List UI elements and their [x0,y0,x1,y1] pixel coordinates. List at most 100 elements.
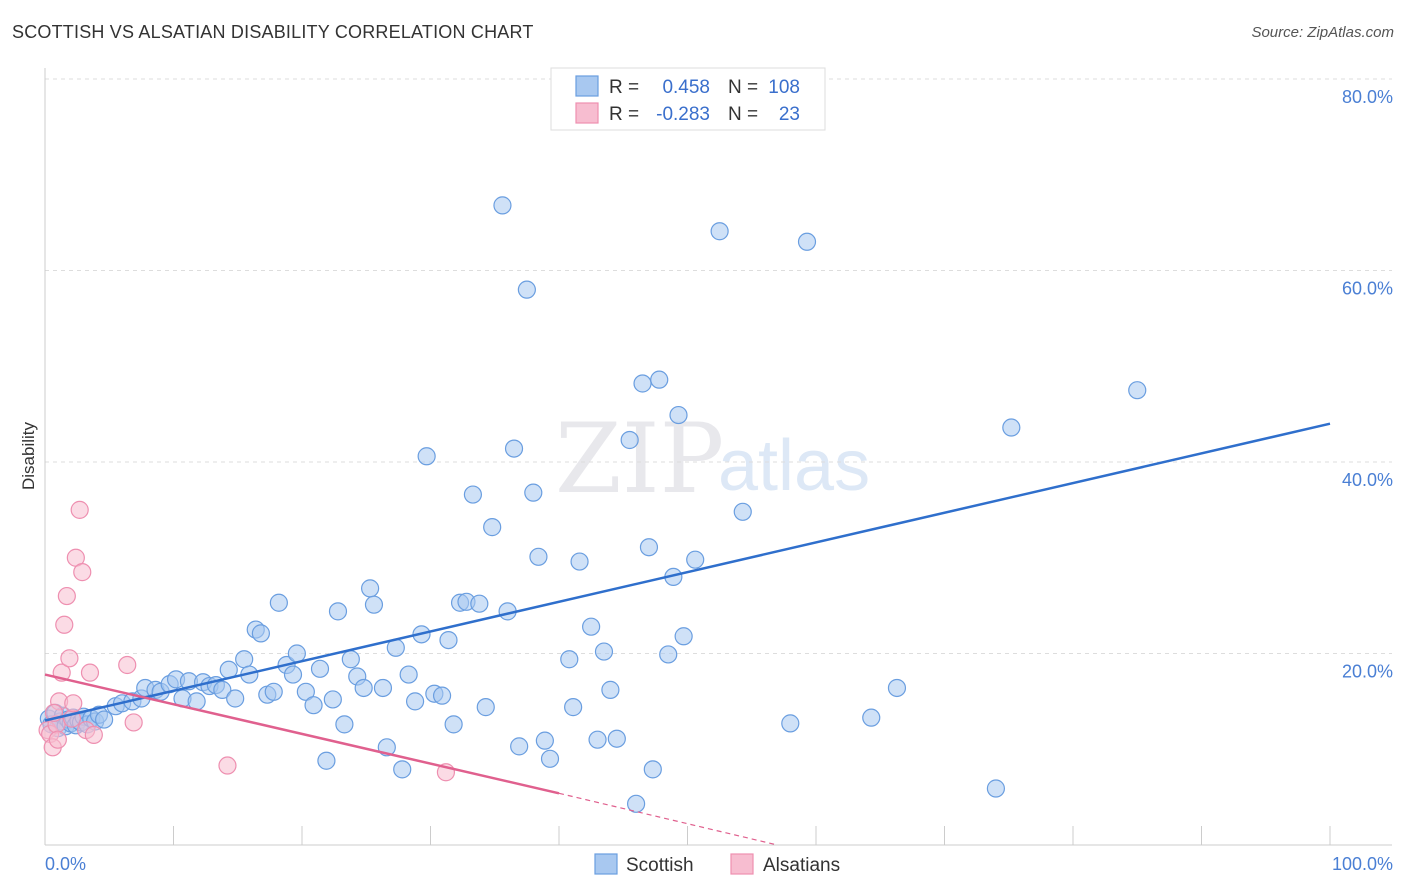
alsatian-trend-line [44,673,560,795]
scottish-points [39,196,1147,813]
legend-r-label-scottish: R = [609,77,639,98]
legend-n-label-scottish: N = [728,77,758,98]
legend-swatch-alsatian [575,102,599,124]
x-tick-label-min: 0.0% [45,854,86,874]
scottish-point [733,502,752,521]
legend-r-value-alsatian: -0.283 [656,104,710,125]
scottish-point [607,729,626,748]
watermark-zip: ZIP [555,403,724,515]
scottish-point [251,624,270,643]
scottish-point [264,682,283,701]
scottish-point [328,602,348,621]
scottish-point [354,678,373,698]
scottish-point [986,779,1006,798]
scottish-point [797,232,817,251]
scottish-point [669,405,688,425]
scottish-point [296,682,315,701]
scottish-point [674,627,693,646]
scottish-point [504,439,524,458]
scottish-point [643,760,662,779]
scottish-point [601,680,620,699]
scottish-point [283,665,303,684]
scottish-point [535,731,554,750]
scottish-point [393,760,412,779]
scottish-point [862,708,881,727]
scottish-point [588,730,607,749]
scottish-point [620,430,639,450]
y-tick-labels: 20.0% 40.0% 60.0% 80.0% [1342,87,1393,682]
legend-n-value-scottish: 108 [768,77,800,98]
watermark: ZIP atlas [555,403,870,515]
scottish-point [540,749,560,768]
scottish-point [235,650,254,669]
scottish-point [594,642,614,661]
scottish-point [493,196,512,215]
legend-r-label-alsatian: R = [609,104,639,125]
alsatian-point [80,663,100,682]
scottish-point [463,485,483,504]
bottom-legend-swatch-alsatian [730,853,754,875]
scottish-point [1128,381,1147,400]
legend-r-value-scottish: 0.458 [662,77,710,98]
scottish-point [323,690,342,709]
y-tick-label: 20.0% [1342,662,1393,682]
y-axis-label: Disability [19,421,38,490]
grid [45,78,1392,654]
scottish-point [373,678,393,698]
scottish-point [269,593,288,612]
alsatian-point [118,655,137,675]
scottish-point [287,644,306,663]
scottish-point [341,650,360,669]
scottish-point [417,447,436,466]
scottish-point [444,715,463,734]
scottish-point [529,547,548,566]
alsatian-point [84,725,103,744]
bottom-legend-label-scottish: Scottish [626,855,694,876]
scottish-point [476,698,495,717]
scottish-point [686,550,705,569]
alsatian-point [57,586,76,606]
y-tick-label: 80.0% [1342,87,1393,107]
alsatian-point [60,649,79,668]
scottish-point [439,630,458,650]
scottish-trend-line [44,422,1331,722]
scottish-point [517,280,536,299]
scottish-point [364,595,384,614]
scottish-point [213,680,232,699]
scottish-point [432,686,452,705]
alsatian-point [218,756,237,775]
scottish-point [570,552,589,571]
alsatian-point [124,713,143,732]
source-label: Source: ZipAtlas.com [1251,24,1394,41]
x-tick-label-max: 100.0% [1332,854,1393,874]
bottom-legend-swatch-scottish [594,853,618,875]
scottish-point [405,692,425,711]
scottish-point [510,737,529,756]
scottish-point [361,579,380,598]
scottish-point [650,370,669,389]
scottish-point [95,710,114,729]
chart-title: SCOTTISH VS ALSATIAN DISABILITY CORRELAT… [12,22,534,42]
legend: R = 0.458 N = 108 R = -0.283 N = 23 [550,67,826,131]
scottish-point [659,645,678,664]
legend-n-value-alsatian: 23 [779,104,800,125]
scottish-point [639,538,659,557]
scottish-point [1002,418,1021,437]
scottish-point [582,617,601,636]
watermark-atlas: atlas [718,426,870,506]
scottish-point [470,594,489,613]
scottish-point [564,698,583,717]
alsatian-point [55,615,74,634]
x-tick-labels: 0.0% 100.0% [45,854,1393,874]
scottish-point [483,518,502,537]
y-tick-label: 60.0% [1342,279,1393,299]
alsatian-point [73,563,92,582]
scottish-point [524,483,543,502]
scottish-point [710,222,729,241]
bottom-legend: Scottish Alsatians [594,853,840,876]
scottish-point [781,714,800,733]
alsatian-point [70,500,89,519]
scottish-point [310,659,330,678]
scottish-point [887,678,907,698]
